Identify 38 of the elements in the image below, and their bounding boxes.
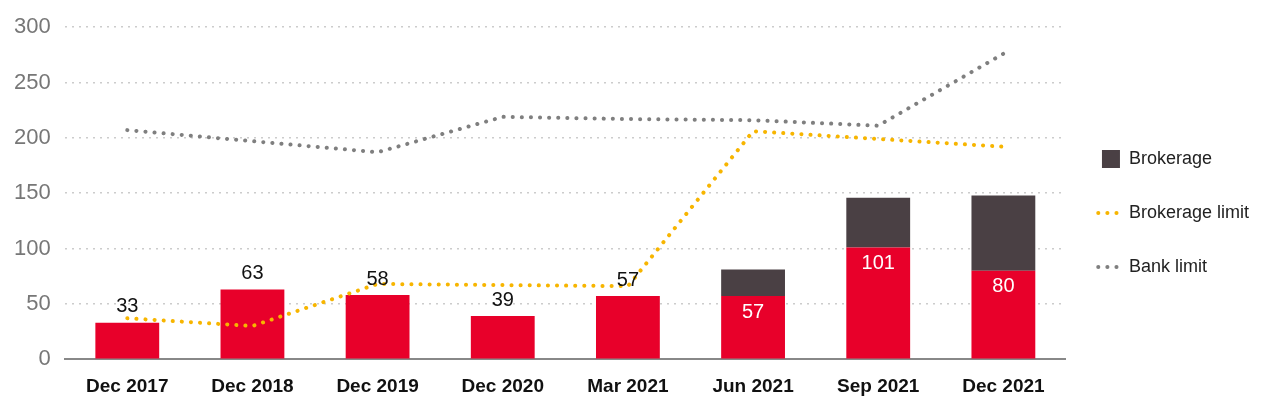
data-label: 58 bbox=[366, 266, 389, 289]
bar bbox=[596, 296, 660, 359]
x-tick-label: Dec 2021 bbox=[962, 374, 1046, 396]
data-label: 39 bbox=[491, 287, 514, 310]
y-tick-label: 300 bbox=[13, 13, 51, 39]
x-tick-label: Dec 2020 bbox=[461, 374, 544, 396]
y-tick-label: 50 bbox=[26, 289, 51, 315]
bar bbox=[846, 197, 911, 248]
bar bbox=[971, 195, 1036, 271]
bar bbox=[220, 289, 285, 359]
bar bbox=[345, 295, 410, 359]
y-tick-label: 150 bbox=[13, 179, 51, 205]
bar bbox=[971, 270, 1036, 359]
bar bbox=[95, 322, 160, 359]
y-tick-label: 250 bbox=[13, 68, 51, 94]
y-tick-label: 200 bbox=[13, 123, 51, 149]
bar bbox=[470, 316, 535, 359]
data-label: 80 bbox=[992, 274, 1015, 297]
data-label: 101 bbox=[861, 250, 895, 273]
legend-label: Bank limit bbox=[1128, 255, 1207, 276]
x-tick-label: Dec 2018 bbox=[211, 374, 294, 396]
x-tick-label: Mar 2021 bbox=[587, 374, 670, 396]
x-tick-label: Dec 2019 bbox=[336, 374, 419, 396]
x-tick-label: Jun 2021 bbox=[712, 374, 795, 396]
data-label: 57 bbox=[616, 267, 640, 290]
legend-label: Brokerage limit bbox=[1128, 201, 1250, 222]
line-series bbox=[125, 51, 1006, 155]
bar bbox=[846, 247, 911, 359]
x-tick-label: Sep 2021 bbox=[837, 374, 920, 396]
x-tick-label: Dec 2017 bbox=[86, 374, 169, 396]
y-tick-label: 0 bbox=[38, 345, 51, 371]
y-tick-label: 100 bbox=[13, 234, 51, 260]
data-label: 33 bbox=[116, 294, 139, 317]
data-label: 57 bbox=[741, 299, 765, 322]
legend-label: Brokerage bbox=[1128, 147, 1213, 168]
bar bbox=[721, 269, 785, 297]
data-label: 63 bbox=[241, 261, 264, 283]
bar bbox=[721, 296, 785, 359]
